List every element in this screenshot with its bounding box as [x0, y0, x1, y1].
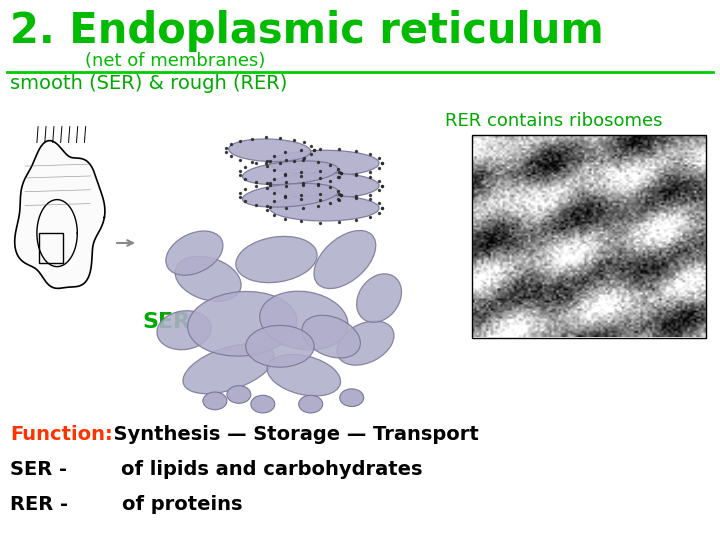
- Ellipse shape: [340, 389, 364, 407]
- Ellipse shape: [229, 139, 310, 161]
- Text: SER -        of lipids and carbohydrates: SER - of lipids and carbohydrates: [10, 460, 423, 479]
- Ellipse shape: [299, 395, 323, 413]
- Ellipse shape: [203, 392, 227, 410]
- Ellipse shape: [356, 274, 402, 322]
- Ellipse shape: [337, 321, 394, 365]
- Text: Synthesis — Storage — Transport: Synthesis — Storage — Transport: [100, 425, 479, 444]
- Ellipse shape: [227, 386, 251, 403]
- Text: RER -        of proteins: RER - of proteins: [10, 495, 243, 514]
- Ellipse shape: [157, 310, 211, 350]
- Ellipse shape: [246, 326, 314, 367]
- Ellipse shape: [183, 344, 274, 394]
- Text: SER: SER: [142, 312, 190, 332]
- Text: 2. Endoplasmic reticulum: 2. Endoplasmic reticulum: [10, 10, 604, 52]
- Ellipse shape: [236, 237, 317, 282]
- Ellipse shape: [269, 150, 379, 176]
- Ellipse shape: [243, 161, 338, 185]
- Ellipse shape: [302, 315, 361, 358]
- Ellipse shape: [269, 173, 379, 199]
- Ellipse shape: [175, 256, 241, 301]
- Ellipse shape: [188, 292, 297, 356]
- Polygon shape: [14, 140, 105, 288]
- Ellipse shape: [267, 354, 341, 396]
- Ellipse shape: [260, 291, 348, 350]
- Ellipse shape: [166, 231, 223, 275]
- Text: RER contains ribosomes: RER contains ribosomes: [445, 112, 662, 130]
- Ellipse shape: [269, 195, 379, 221]
- Ellipse shape: [251, 395, 275, 413]
- Text: (net of membranes): (net of membranes): [85, 52, 266, 70]
- Text: Function:: Function:: [10, 425, 113, 444]
- Ellipse shape: [314, 231, 376, 288]
- Bar: [40, 233, 63, 262]
- Ellipse shape: [243, 184, 338, 207]
- Text: smooth (SER) & rough (RER): smooth (SER) & rough (RER): [10, 74, 287, 93]
